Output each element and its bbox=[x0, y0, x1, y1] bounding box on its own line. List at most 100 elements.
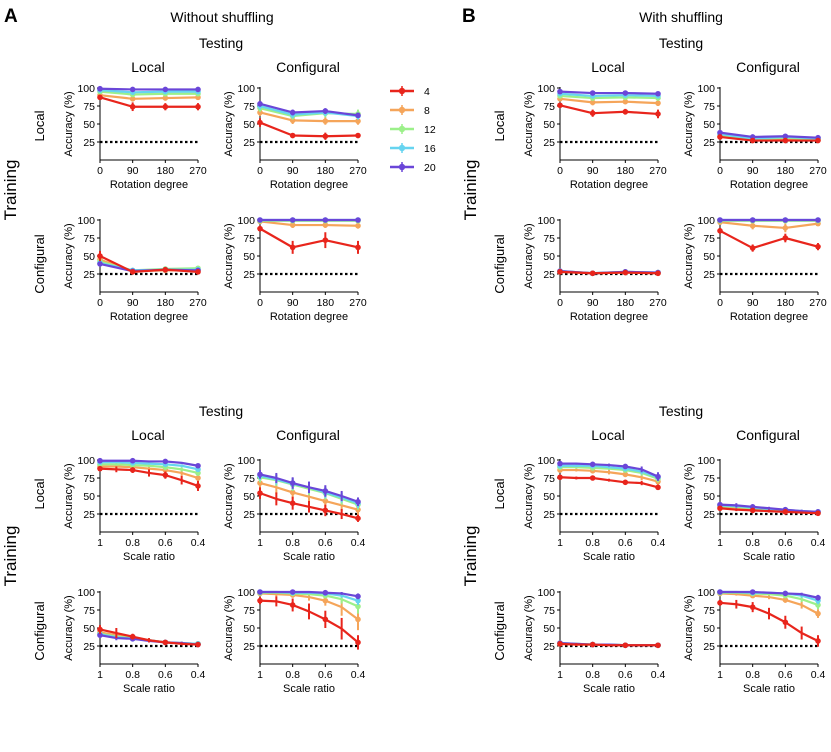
data-point bbox=[749, 604, 756, 610]
data-point bbox=[322, 507, 329, 514]
x-tick-label: 180 bbox=[777, 297, 795, 309]
data-point bbox=[355, 593, 361, 600]
y-tick-label: 25 bbox=[243, 269, 255, 281]
col-label-configural: Configural bbox=[736, 427, 800, 443]
data-point bbox=[195, 86, 201, 93]
x-tick-label: 0 bbox=[717, 297, 723, 309]
testing-header: Testing bbox=[199, 35, 243, 51]
series-4 bbox=[97, 625, 201, 648]
legend-label-8: 8 bbox=[424, 105, 430, 117]
y-axis-label: Accuracy (%) bbox=[523, 91, 535, 156]
y-tick-label: 25 bbox=[543, 269, 555, 281]
y-tick-label: 25 bbox=[243, 509, 255, 521]
x-tick-label: 1 bbox=[717, 537, 723, 549]
x-axis-label: Rotation degree bbox=[270, 179, 348, 191]
col-label-configural: Configural bbox=[276, 427, 340, 443]
x-axis-label: Rotation degree bbox=[570, 179, 648, 191]
y-axis-label: Accuracy (%) bbox=[683, 91, 695, 156]
y-tick-label: 75 bbox=[703, 101, 715, 113]
data-point bbox=[782, 597, 789, 603]
data-point bbox=[622, 108, 629, 115]
y-tick-label: 100 bbox=[77, 455, 95, 467]
data-point bbox=[717, 134, 723, 140]
y-tick-label: 50 bbox=[543, 119, 555, 131]
data-point bbox=[749, 137, 756, 144]
x-tick-label: 270 bbox=[809, 165, 827, 177]
data-point bbox=[589, 110, 596, 116]
x-tick-label: 90 bbox=[747, 165, 759, 177]
y-tick-label: 50 bbox=[83, 491, 95, 503]
panel-b-title: With shuffling bbox=[639, 9, 723, 25]
row-label-configural: Configural bbox=[492, 601, 507, 660]
data-point bbox=[717, 505, 723, 512]
y-tick-label: 100 bbox=[237, 455, 255, 467]
x-axis-label: Scale ratio bbox=[583, 683, 635, 695]
y-tick-label: 75 bbox=[703, 473, 715, 485]
row-label-configural: Configural bbox=[492, 234, 507, 293]
series-20 bbox=[97, 85, 201, 93]
y-tick-label: 100 bbox=[237, 83, 255, 95]
data-point bbox=[655, 100, 661, 106]
x-tick-label: 0.6 bbox=[318, 537, 333, 549]
data-point bbox=[355, 222, 361, 229]
x-tick-label: 0 bbox=[557, 297, 563, 309]
x-axis-label: Scale ratio bbox=[283, 551, 335, 563]
x-tick-label: 270 bbox=[349, 165, 367, 177]
series-4 bbox=[97, 250, 201, 275]
data-point bbox=[355, 515, 361, 522]
data-point bbox=[162, 95, 169, 101]
data-point bbox=[557, 269, 563, 275]
series-4 bbox=[717, 134, 821, 144]
y-tick-label: 75 bbox=[703, 605, 715, 617]
y-axis-label: Accuracy (%) bbox=[63, 595, 75, 660]
data-point bbox=[589, 641, 596, 648]
legend: 4 8 12 16 20 bbox=[390, 86, 436, 174]
y-tick-label: 25 bbox=[703, 509, 715, 521]
data-point bbox=[289, 117, 296, 124]
y-tick-label: 50 bbox=[243, 251, 255, 263]
series-line-8 bbox=[99, 94, 199, 100]
y-tick-label: 75 bbox=[243, 101, 255, 113]
y-tick-label: 75 bbox=[703, 233, 715, 245]
data-point bbox=[589, 99, 596, 106]
data-point bbox=[355, 132, 361, 139]
x-tick-label: 180 bbox=[317, 165, 335, 177]
legend-label-12: 12 bbox=[424, 124, 436, 136]
y-tick-label: 100 bbox=[537, 587, 555, 599]
y-tick-label: 25 bbox=[703, 269, 715, 281]
y-tick-label: 75 bbox=[243, 233, 255, 245]
x-tick-label: 90 bbox=[587, 165, 599, 177]
data-point bbox=[782, 235, 789, 241]
training-label: Training bbox=[461, 526, 480, 587]
data-point bbox=[557, 474, 563, 481]
x-axis-label: Rotation degree bbox=[110, 179, 188, 191]
data-point bbox=[195, 462, 201, 469]
x-tick-label: 270 bbox=[809, 297, 827, 309]
data-point bbox=[622, 479, 629, 486]
y-axis-label: Accuracy (%) bbox=[63, 91, 75, 156]
data-point bbox=[622, 98, 629, 105]
row-label-configural: Configural bbox=[32, 234, 47, 293]
x-tick-label: 0.6 bbox=[158, 537, 173, 549]
data-point bbox=[195, 269, 201, 275]
chart-A-scale-LL: 25 50 75 100 1 0.8 0.6 0.4 Scale ratio Accuracy (… bbox=[63, 455, 205, 563]
x-tick-label: 0 bbox=[557, 165, 563, 177]
series-4 bbox=[557, 641, 661, 649]
row-label-configural: Configural bbox=[32, 601, 47, 660]
data-point bbox=[815, 137, 821, 144]
data-point bbox=[355, 603, 361, 610]
series-20 bbox=[257, 470, 361, 507]
y-tick-label: 50 bbox=[703, 623, 715, 635]
legend-label-4: 4 bbox=[424, 86, 430, 98]
data-point bbox=[655, 473, 661, 480]
x-tick-label: 0 bbox=[717, 165, 723, 177]
x-tick-label: 90 bbox=[127, 165, 139, 177]
data-point bbox=[655, 642, 661, 649]
x-tick-label: 90 bbox=[587, 297, 599, 309]
data-point bbox=[257, 597, 263, 604]
data-point bbox=[589, 90, 596, 96]
data-point bbox=[162, 266, 169, 273]
